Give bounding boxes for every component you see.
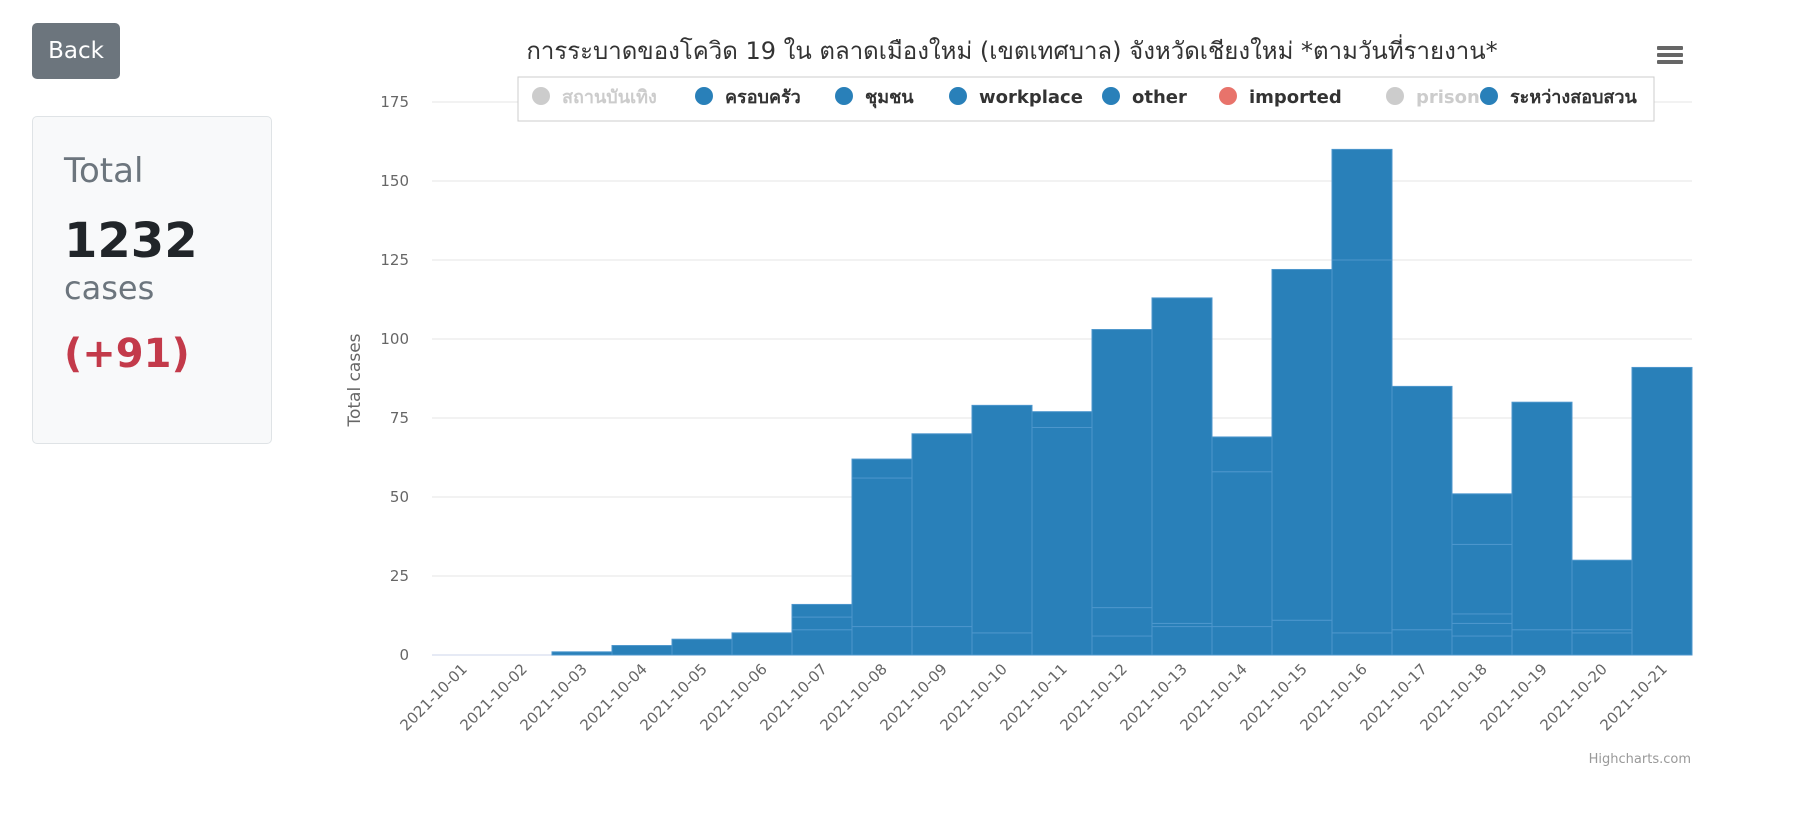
bar-segment	[1151, 626, 1213, 656]
y-tick-label: 100	[380, 330, 409, 348]
bar-segment	[851, 477, 913, 628]
legend-item-label: prison	[1416, 87, 1480, 108]
legend-item-label: imported	[1249, 87, 1342, 108]
legend-item-label: ครอบครัว	[725, 87, 801, 108]
bar-segment	[1451, 493, 1513, 545]
bar-segment	[1091, 329, 1153, 609]
bar-segment	[1331, 259, 1393, 634]
y-tick-label: 75	[390, 409, 409, 427]
back-button[interactable]: Back	[32, 23, 120, 79]
y-tick-label: 25	[390, 567, 409, 585]
bar-segment	[1451, 622, 1513, 637]
bar-segment	[1151, 297, 1213, 624]
bar-segment	[1451, 543, 1513, 615]
bar-segment	[671, 638, 733, 656]
bar-segment	[1091, 635, 1153, 656]
bar-segment	[1571, 632, 1633, 656]
bar-segment	[1631, 366, 1693, 656]
bar-segment	[1271, 619, 1333, 656]
bar-segment	[1571, 559, 1633, 631]
y-tick-label: 150	[380, 172, 409, 190]
bar-segment	[911, 626, 973, 656]
bar-segment	[1511, 401, 1573, 631]
highcharts-credits-link[interactable]: Highcharts.com	[1588, 752, 1691, 767]
bar-segment	[1451, 635, 1513, 656]
legend-marker	[1386, 87, 1404, 105]
y-tick-label: 125	[380, 251, 409, 269]
bar-segment	[731, 632, 793, 656]
legend-marker	[532, 87, 550, 105]
bar-segment	[1211, 471, 1273, 628]
y-tick-label: 50	[390, 488, 409, 506]
legend-marker	[1219, 87, 1237, 105]
bar-segment	[1091, 607, 1153, 637]
chart-title: การระบาดของโควิด 19 ใน ตลาดเมืองใหม่ (เข…	[526, 34, 1497, 65]
legend-marker	[695, 87, 713, 105]
bar-segment	[971, 404, 1033, 634]
bar-segment	[851, 458, 913, 479]
bar-segment	[1211, 626, 1273, 656]
bar-segment	[791, 603, 853, 618]
bar-segment	[1331, 632, 1393, 656]
cases-delta-value: (+91)	[64, 331, 190, 377]
bar-segment	[851, 626, 913, 656]
total-label: Total	[64, 151, 144, 191]
y-axis-label: Total cases	[345, 333, 365, 427]
bar-segment	[791, 616, 853, 631]
legend-item-label: ระหว่างสอบสวน	[1510, 87, 1638, 108]
bar-segment	[1391, 629, 1453, 656]
legend-item-label: workplace	[979, 87, 1083, 108]
bar-segment	[1211, 436, 1273, 473]
legend-marker	[1480, 87, 1498, 105]
bar-segment	[1031, 411, 1093, 428]
legend-item-label: สถานบันเทิง	[562, 87, 657, 108]
cases-unit-label: cases	[64, 269, 155, 307]
bar-segment	[1511, 629, 1573, 656]
total-cases-value: 1232	[64, 213, 198, 269]
legend-marker	[835, 87, 853, 105]
bar-segment	[611, 645, 673, 656]
legend-item-label: ชุมชน	[865, 87, 914, 109]
total-summary-card: Total 1232 cases (+91)	[32, 116, 272, 444]
bar-segment	[911, 433, 973, 628]
bar-segment	[1031, 426, 1093, 656]
y-tick-label: 0	[399, 646, 409, 664]
legend-marker	[1102, 87, 1120, 105]
y-tick-label: 175	[380, 93, 409, 111]
hamburger-menu-icon[interactable]	[1647, 40, 1691, 72]
bar-segment	[1451, 613, 1513, 624]
bar-segment	[1331, 148, 1393, 261]
legend-item-label: other	[1132, 87, 1187, 108]
legend-marker	[949, 87, 967, 105]
bar-segment	[551, 651, 613, 656]
bar-segment	[791, 629, 853, 656]
bar-segment	[1391, 385, 1453, 631]
bar-segment	[971, 632, 1033, 656]
bar-segment	[1271, 268, 1333, 621]
